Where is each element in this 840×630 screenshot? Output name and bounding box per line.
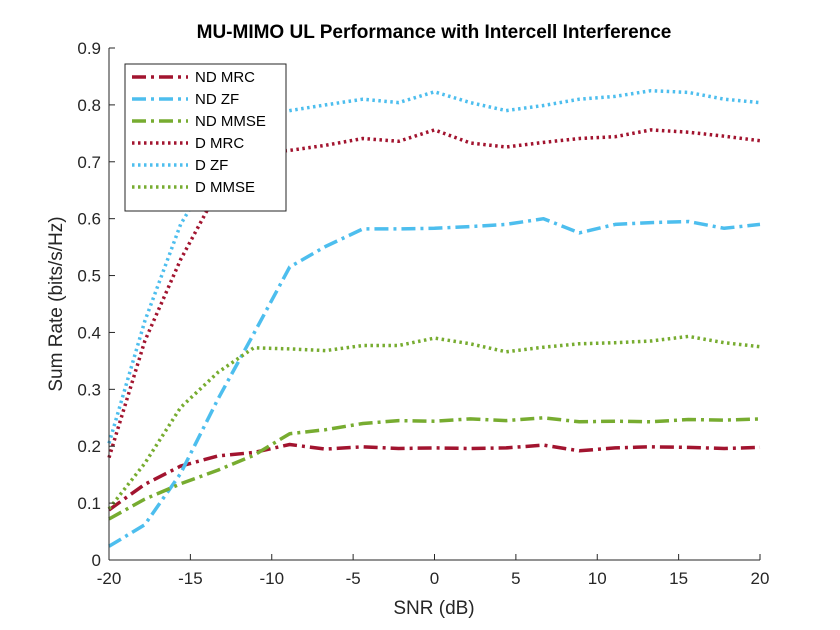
y-tick-label: 0.2 xyxy=(77,437,101,456)
x-axis-label: SNR (dB) xyxy=(393,598,474,619)
y-tick-label: 0.4 xyxy=(77,323,101,342)
legend-label-d-mmse: D MMSE xyxy=(195,179,255,196)
legend-label-nd-mmse: ND MMSE xyxy=(195,113,266,130)
y-tick-label: 0.9 xyxy=(77,39,101,58)
x-tick-label: -15 xyxy=(178,569,203,588)
x-tick-label: -5 xyxy=(346,569,361,588)
y-tick-label: 0.5 xyxy=(77,267,101,286)
y-tick-label: 0.7 xyxy=(77,153,101,172)
series-line-d-mmse xyxy=(107,334,761,510)
x-tick-label: 10 xyxy=(588,569,607,588)
x-tick-label: 15 xyxy=(669,569,688,588)
series-line-nd-zf xyxy=(108,216,761,548)
x-tick-label: 5 xyxy=(511,569,520,588)
legend-label-nd-zf: ND ZF xyxy=(195,91,239,108)
legend-label-nd-mrc: ND MRC xyxy=(195,69,255,86)
y-tick-label: 0.6 xyxy=(77,210,101,229)
y-tick-label: 0.3 xyxy=(77,380,101,399)
y-ticks: 0 0.1 0.2 0.3 0.4 0.5 0.6 0.7 0.8 0.9 xyxy=(77,39,115,570)
x-tick-label: -20 xyxy=(97,569,122,588)
y-axis-label: Sum Rate (bits/s/Hz) xyxy=(46,216,67,391)
series-line-nd-mmse xyxy=(108,416,761,521)
y-tick-label: 0.1 xyxy=(77,494,101,513)
x-tick-label: 0 xyxy=(430,569,439,588)
x-tick-label: -10 xyxy=(259,569,284,588)
y-tick-label: 0.8 xyxy=(77,96,101,115)
legend-label-d-zf: D ZF xyxy=(195,157,228,174)
x-ticks: -20 -15 -10 -5 0 5 10 15 20 xyxy=(97,554,770,588)
series-line-d-zf xyxy=(107,88,761,444)
legend: ND MRC ND ZF ND MMSE D MRC D ZF D MMSE xyxy=(124,63,287,212)
chart-title: MU-MIMO UL Performance with Intercell In… xyxy=(197,22,672,43)
x-tick-label: 20 xyxy=(751,569,770,588)
y-tick-label: 0 xyxy=(92,551,101,570)
legend-label-d-mrc: D MRC xyxy=(195,135,244,152)
legend-items: ND MRC ND ZF ND MMSE D MRC D ZF D MMSE xyxy=(132,69,266,196)
